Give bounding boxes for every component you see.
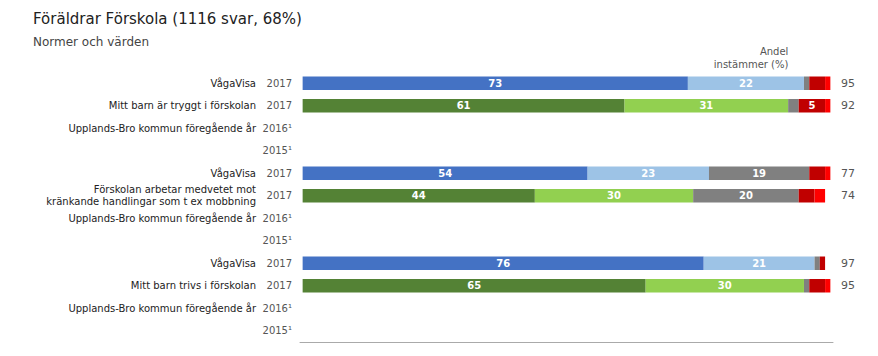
svg-text:2016¹: 2016¹ (263, 303, 292, 314)
svg-text:Mitt barn trivs i förskolan: Mitt barn trivs i förskolan (131, 280, 256, 291)
svg-text:5: 5 (808, 100, 815, 111)
svg-text:54: 54 (438, 168, 452, 179)
svg-text:instämmer (%): instämmer (%) (714, 59, 789, 70)
svg-text:VågaVisa: VågaVisa (211, 167, 256, 179)
svg-text:2017: 2017 (267, 258, 292, 269)
svg-text:VågaVisa: VågaVisa (211, 257, 256, 269)
svg-text:65: 65 (467, 280, 481, 291)
svg-text:Upplands-Bro kommun föregående: Upplands-Bro kommun föregående år (68, 212, 256, 224)
svg-text:Andel: Andel (760, 46, 788, 57)
svg-text:Upplands-Bro kommun föregående: Upplands-Bro kommun föregående år (68, 302, 256, 314)
svg-text:kränkande handlingar som t ex: kränkande handlingar som t ex mobbning (46, 196, 256, 207)
svg-text:21: 21 (752, 258, 766, 269)
svg-text:23: 23 (641, 168, 655, 179)
svg-text:92: 92 (841, 99, 855, 112)
svg-text:22: 22 (739, 78, 753, 89)
svg-text:2015¹: 2015¹ (263, 145, 292, 156)
svg-text:2016¹: 2016¹ (263, 123, 292, 134)
svg-text:19: 19 (752, 168, 766, 179)
svg-text:Mitt barn är tryggt i förskola: Mitt barn är tryggt i förskolan (109, 100, 256, 111)
svg-text:76: 76 (496, 258, 510, 269)
svg-text:77: 77 (841, 167, 855, 180)
svg-text:2016¹: 2016¹ (263, 213, 292, 224)
svg-text:2017: 2017 (267, 78, 292, 89)
svg-text:44: 44 (412, 190, 426, 201)
svg-text:2017: 2017 (267, 168, 292, 179)
svg-text:2017: 2017 (267, 100, 292, 111)
svg-text:Upplands-Bro kommun föregående: Upplands-Bro kommun föregående år (68, 122, 256, 134)
svg-text:Förskolan arbetar medvetet mot: Förskolan arbetar medvetet mot (94, 184, 256, 195)
svg-text:30: 30 (718, 280, 732, 291)
svg-text:2015¹: 2015¹ (263, 235, 292, 246)
svg-text:2017: 2017 (267, 280, 292, 291)
svg-text:31: 31 (699, 100, 713, 111)
svg-text:74: 74 (841, 189, 855, 202)
svg-text:20: 20 (739, 190, 753, 201)
svg-text:Föräldrar Förskola (1116 svar,: Föräldrar Förskola (1116 svar, 68%) (33, 10, 302, 28)
svg-text:95: 95 (841, 77, 855, 90)
svg-text:VågaVisa: VågaVisa (211, 77, 256, 89)
svg-text:97: 97 (841, 257, 855, 270)
svg-text:95: 95 (841, 279, 855, 292)
svg-text:61: 61 (457, 100, 471, 111)
svg-text:2017: 2017 (267, 190, 292, 201)
svg-text:30: 30 (607, 190, 621, 201)
svg-text:73: 73 (488, 78, 502, 89)
svg-text:Normer och värden: Normer och värden (33, 35, 149, 49)
svg-text:2015¹: 2015¹ (263, 325, 292, 336)
